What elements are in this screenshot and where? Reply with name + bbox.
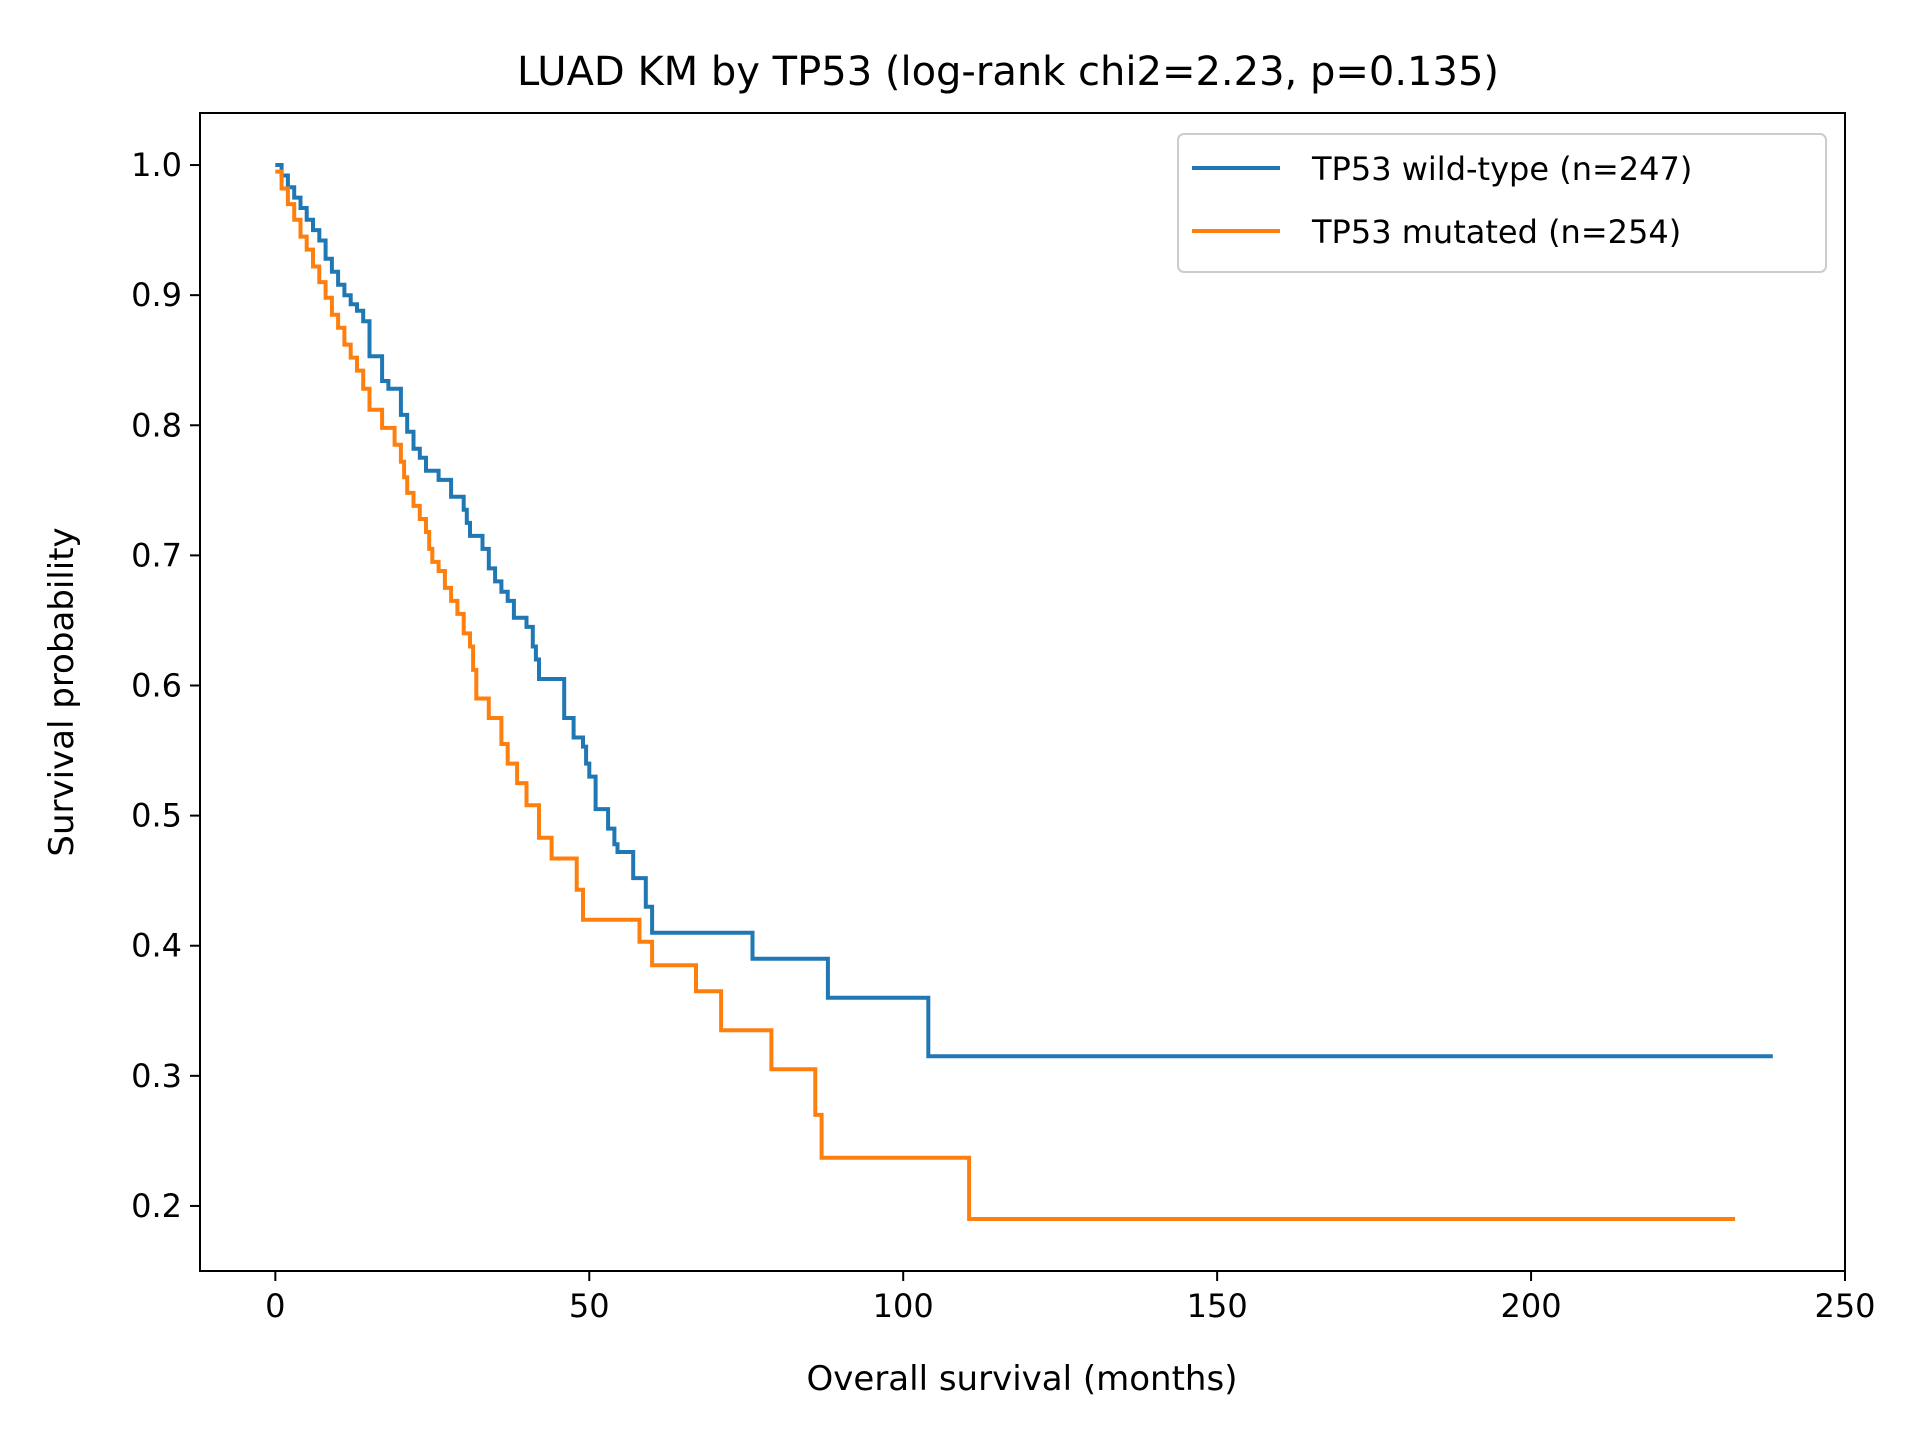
- y-axis-label: Survival probability: [42, 527, 82, 856]
- legend-label-1: TP53 wild-type (n=247): [1311, 150, 1692, 188]
- x-tick-label: 0: [265, 1287, 285, 1325]
- legend: TP53 wild-type (n=247) TP53 mutated (n=25…: [1177, 133, 1827, 273]
- y-tick-label: 1.0: [131, 146, 182, 184]
- y-tick-label: 0.9: [131, 276, 182, 314]
- y-axis-ticks: 0.2 0.3 0.4 0.5 0.6 0.7 0.8 0.9 1.0: [131, 146, 200, 1225]
- y-tick-label: 0.2: [131, 1187, 182, 1225]
- x-tick-label: 100: [873, 1287, 934, 1325]
- plot-frame: [199, 112, 1846, 1272]
- series-line-1: [275, 163, 1773, 1059]
- x-tick-label: 250: [1814, 1287, 1875, 1325]
- x-axis-ticks: 0 50 100 150 200 250: [265, 1271, 1876, 1325]
- x-tick-label: 150: [1187, 1287, 1248, 1325]
- series-line-2: [275, 169, 1736, 1221]
- y-tick-label: 0.7: [131, 536, 182, 574]
- y-tick-label: 0.8: [131, 406, 182, 444]
- y-tick-label: 0.5: [131, 797, 182, 835]
- x-axis-label: Overall survival (months): [807, 1359, 1238, 1399]
- chart-title: LUAD KM by TP53 (log-rank chi2=2.23, p=0…: [517, 49, 1499, 95]
- y-tick-label: 0.6: [131, 666, 182, 704]
- series-layer: [275, 163, 1773, 1221]
- y-tick-label: 0.3: [131, 1057, 182, 1095]
- legend-box: [1177, 133, 1827, 273]
- y-tick-label: 0.4: [131, 927, 182, 965]
- x-tick-label: 200: [1501, 1287, 1562, 1325]
- x-tick-label: 50: [569, 1287, 610, 1325]
- legend-label-2: TP53 mutated (n=254): [1311, 213, 1681, 251]
